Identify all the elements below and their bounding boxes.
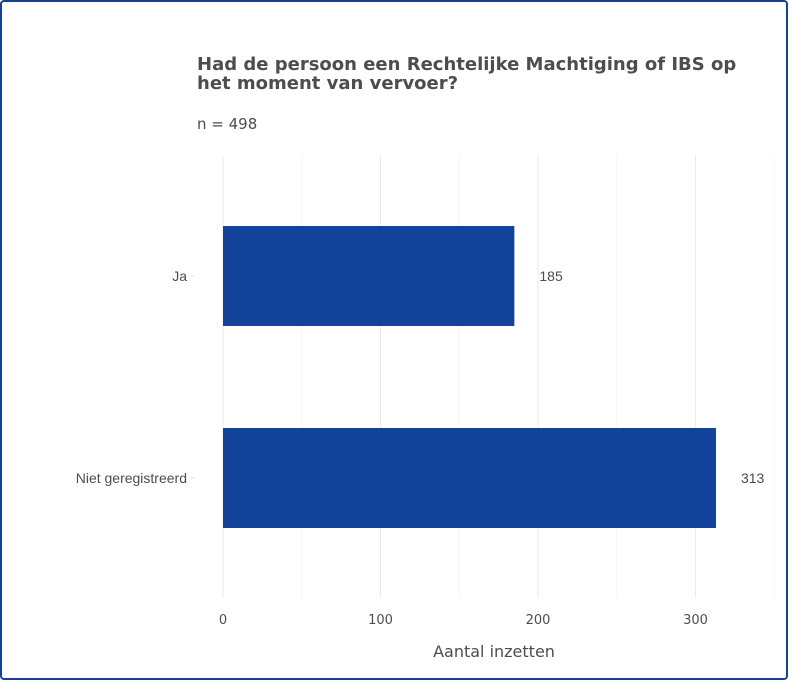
bar: [223, 226, 515, 326]
chart-subtitle: n = 498: [197, 115, 258, 133]
x-tick-label: 300: [683, 613, 708, 628]
value-labels: 185 313: [539, 268, 764, 486]
bar: [223, 428, 716, 528]
x-axis-title: Aantal inzetten: [433, 642, 555, 661]
x-tick-label: 200: [526, 613, 551, 628]
value-label: 313: [741, 470, 765, 486]
gridlines: [222, 155, 775, 598]
value-label: 185: [539, 268, 563, 284]
bars: [223, 226, 716, 528]
category-label: Niet geregistreerd: [76, 470, 187, 486]
x-tick-labels: 0 100 200 300: [219, 613, 708, 628]
x-tick-label: 0: [219, 613, 227, 628]
bar-chart: Ja Niet geregistreerd 185 313 0 100 200 300 A…: [75, 155, 775, 661]
chart-title: Had de persoon een Rechtelijke Machtigin…: [197, 54, 737, 94]
x-tick-label: 100: [368, 613, 393, 628]
category-label: Ja: [172, 268, 187, 284]
category-labels: Ja Niet geregistreerd: [76, 268, 195, 486]
